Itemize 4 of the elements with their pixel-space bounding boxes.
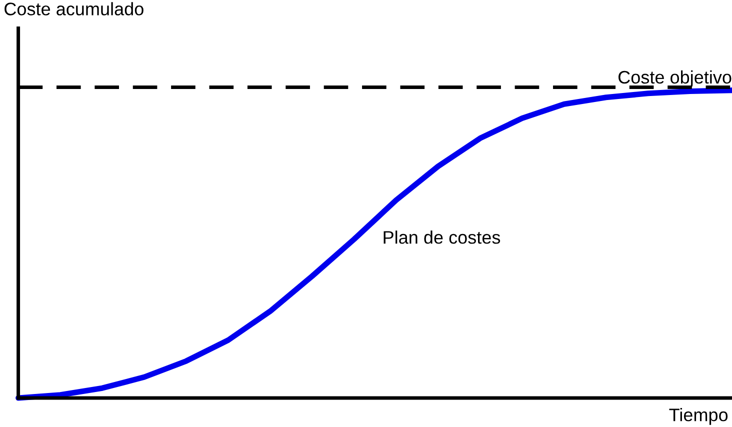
ref-line-label: Coste objetivo <box>618 70 732 88</box>
x-axis-title: Tiempo <box>669 408 728 425</box>
annotation: Plan de costes <box>384 230 500 244</box>
y-axis-title: Coste acumulado <box>4 2 144 16</box>
